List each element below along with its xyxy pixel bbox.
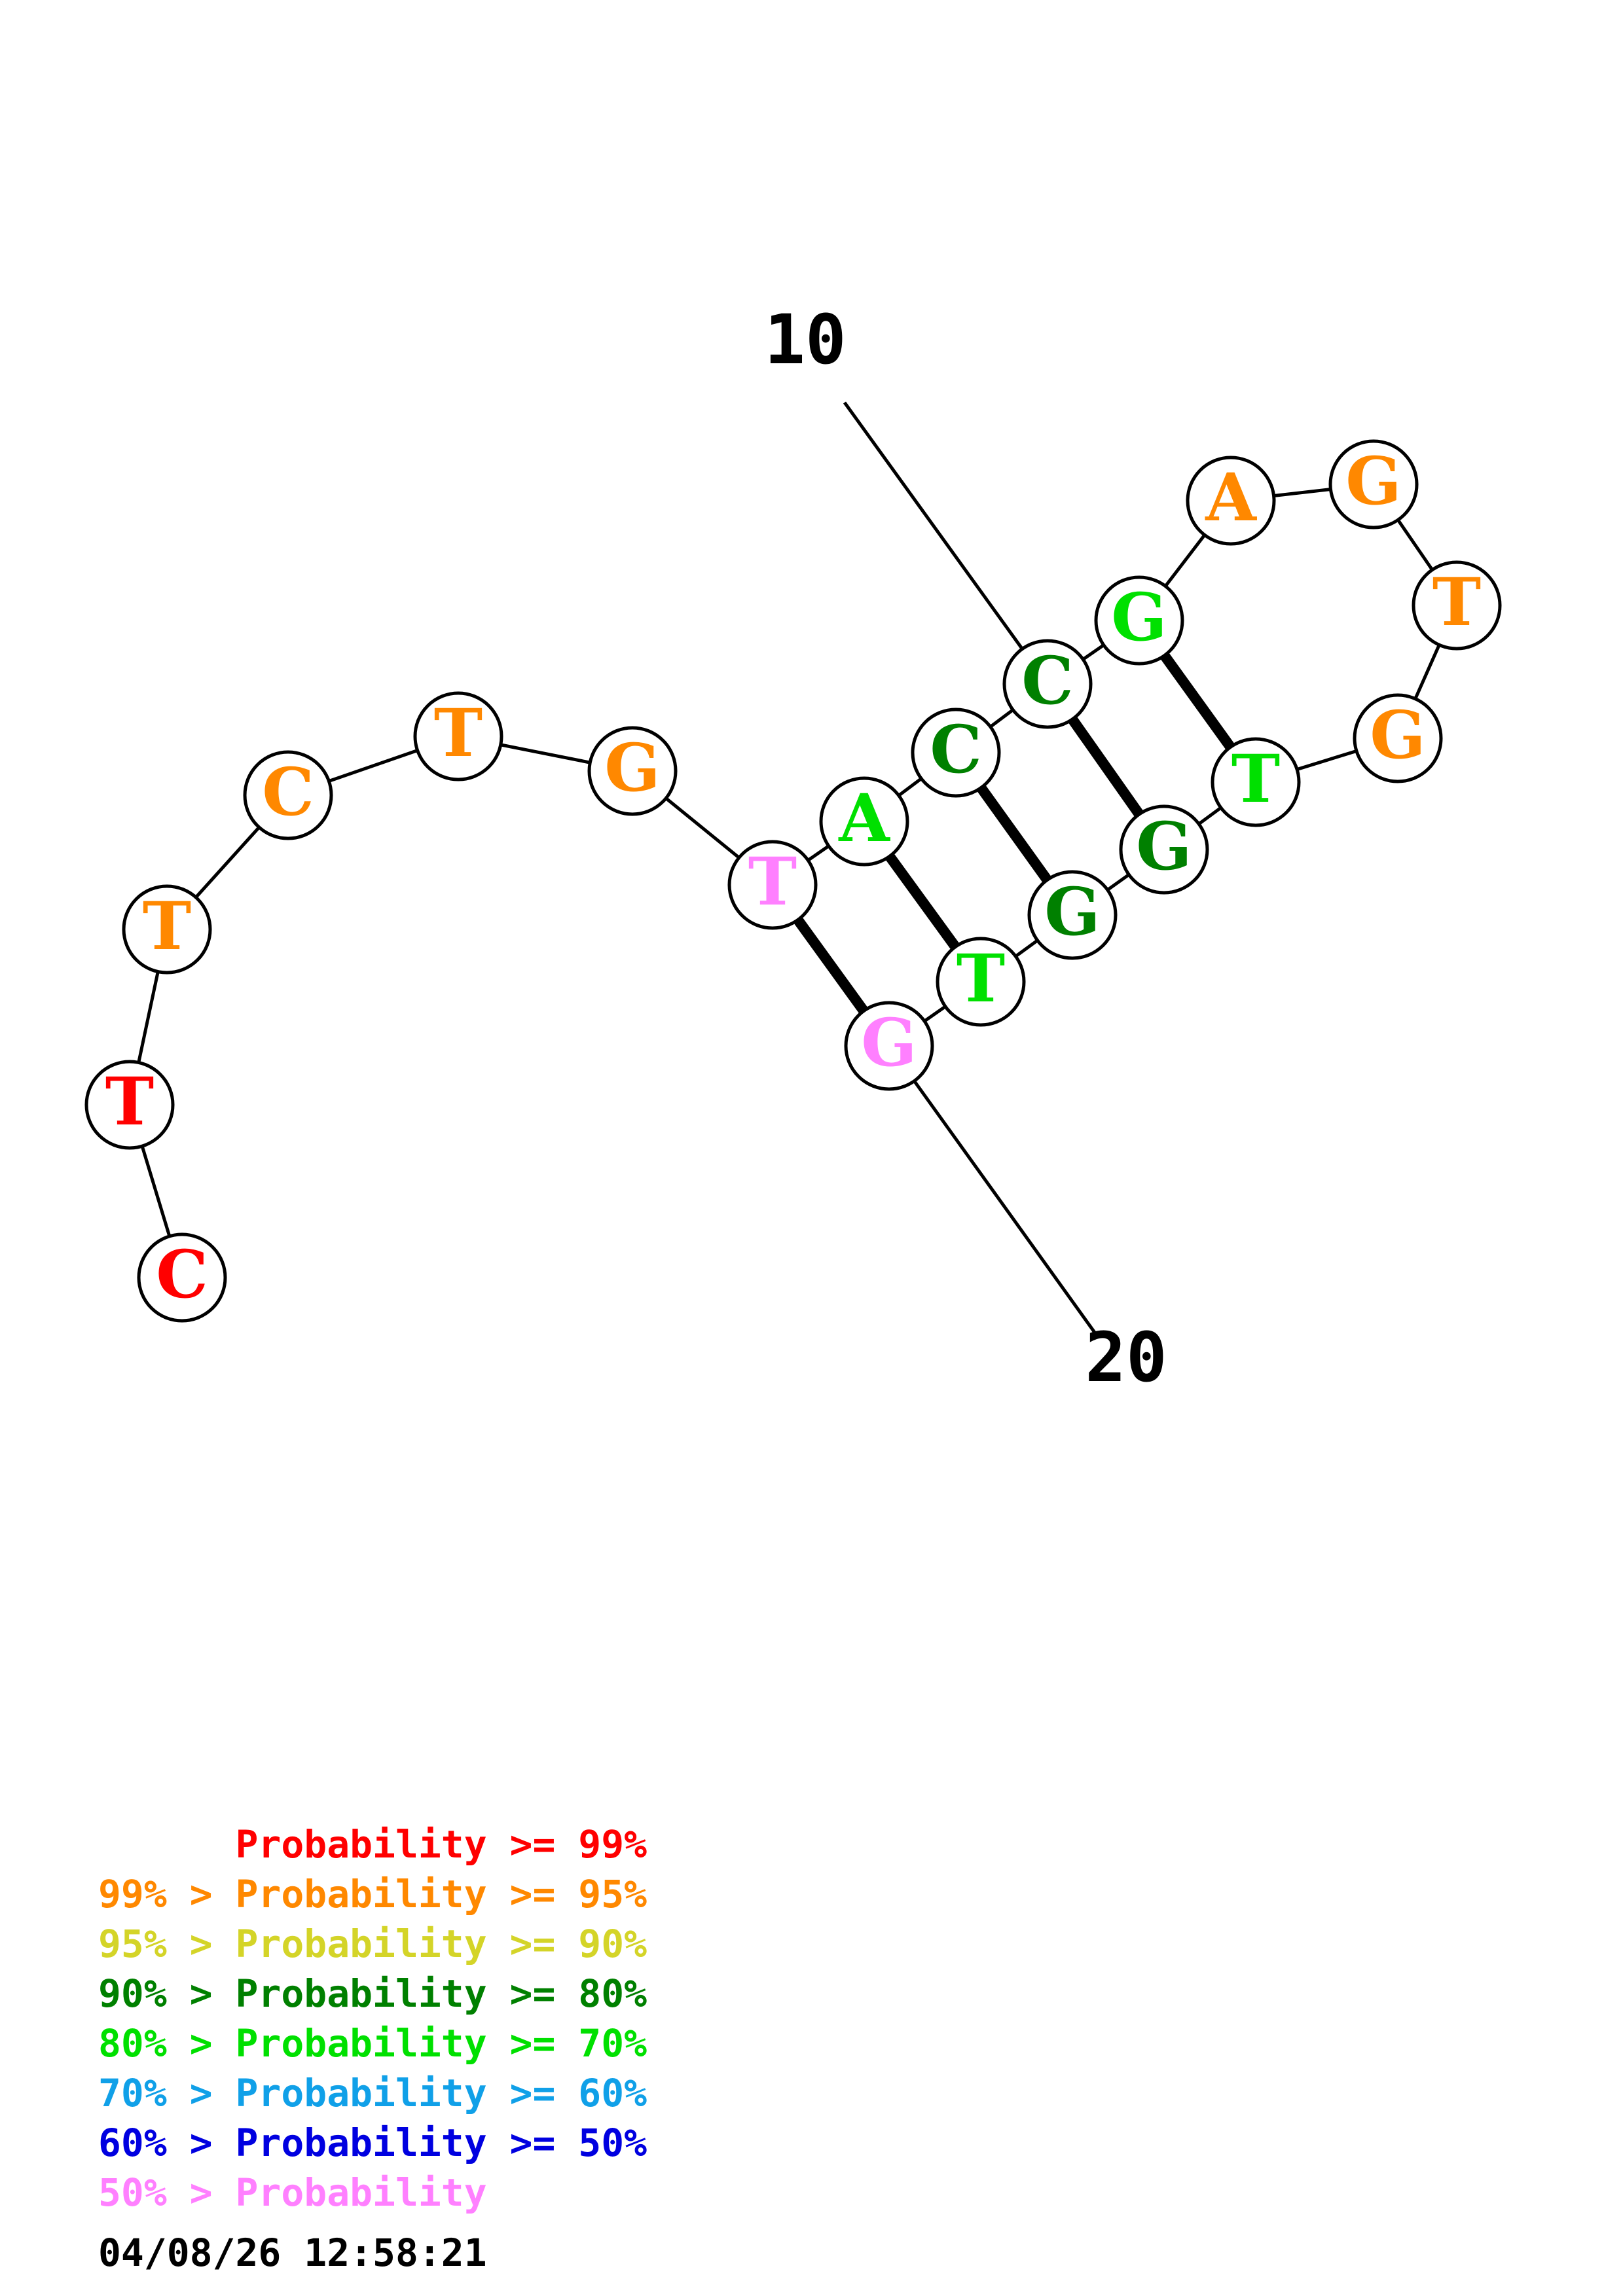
position-labels: 10 20 <box>764 300 1167 1397</box>
base-circle <box>819 776 909 867</box>
base-circle <box>122 884 212 975</box>
base-letter: A <box>1205 459 1257 536</box>
base-node: A <box>819 776 909 867</box>
position-label-line <box>887 1045 1099 1336</box>
base-circle <box>936 937 1026 1027</box>
base-letter: G <box>1044 873 1100 950</box>
base-circle <box>1211 737 1301 827</box>
base-node: C <box>911 708 1001 798</box>
base-node: G <box>1119 804 1209 895</box>
legend-row: 95% > Probability >= 90% <box>98 1922 647 1966</box>
base-circle <box>413 691 503 781</box>
base-letter: A <box>838 780 890 857</box>
base-letter: C <box>156 1236 208 1313</box>
legend-row: 90% > Probability >= 80% <box>98 1971 647 2016</box>
base-node: G <box>1094 575 1184 666</box>
base-node: G <box>1353 693 1443 783</box>
base-circle <box>1186 456 1276 546</box>
timestamp: 04/08/26 12:58:21 <box>98 2231 487 2275</box>
base-node: C <box>1002 639 1093 729</box>
base-node: A <box>1186 456 1276 546</box>
position-label-line <box>843 401 1049 685</box>
base-node: G <box>844 1001 934 1091</box>
base-node: C <box>137 1232 227 1323</box>
base-node: G <box>1328 439 1419 529</box>
base-circle <box>1353 693 1443 783</box>
legend-row: 80% > Probability >= 70% <box>98 2021 647 2066</box>
base-circle <box>243 750 333 840</box>
position-label-lines <box>843 401 1099 1336</box>
legend-row: 70% > Probability >= 60% <box>98 2071 647 2115</box>
base-letter: G <box>1345 442 1401 520</box>
base-letter: G <box>604 729 660 806</box>
base-letter: T <box>105 1063 154 1140</box>
position-label: 20 <box>1085 1318 1167 1397</box>
base-letter: G <box>1111 579 1167 656</box>
legend-row: 99% > Probability >= 95% <box>98 1872 647 1916</box>
base-circle <box>137 1232 227 1323</box>
probability-legend: Probability >= 99% 99% > Probability >= 9… <box>98 1820 647 2217</box>
base-node: T <box>122 884 212 975</box>
base-circle <box>1119 804 1209 895</box>
legend-row: 50% > Probability <box>98 2170 487 2215</box>
base-node: T <box>727 840 818 930</box>
base-letter: T <box>1432 564 1481 641</box>
base-circle <box>727 840 818 930</box>
base-node: T <box>1412 560 1502 651</box>
base-letter: T <box>434 694 483 772</box>
base-node: G <box>587 726 678 816</box>
legend-row: Probability >= 99% <box>98 1822 647 1867</box>
base-letter: C <box>1021 642 1074 719</box>
base-node: T <box>413 691 503 781</box>
base-letter: C <box>930 711 982 788</box>
base-circle <box>844 1001 934 1091</box>
base-node: T <box>936 937 1026 1027</box>
base-letter: G <box>1370 696 1425 774</box>
base-circle <box>1412 560 1502 651</box>
base-circle <box>1027 870 1118 960</box>
base-letter: T <box>1231 740 1280 817</box>
legend-row: 60% > Probability >= 50% <box>98 2121 647 2165</box>
base-letter: T <box>748 843 797 920</box>
position-label: 10 <box>764 300 846 380</box>
base-node: T <box>1211 737 1301 827</box>
base-letter: T <box>957 940 1005 1017</box>
base-circle <box>84 1060 175 1150</box>
base-circle <box>587 726 678 816</box>
base-node: G <box>1027 870 1118 960</box>
base-node: T <box>84 1060 175 1150</box>
base-node: C <box>243 750 333 840</box>
base-letter: C <box>262 753 314 831</box>
base-letter: G <box>1136 808 1192 885</box>
base-letter: T <box>143 888 191 965</box>
base-circle <box>911 708 1001 798</box>
base-circle <box>1328 439 1419 529</box>
base-letter: G <box>861 1004 917 1081</box>
base-circle <box>1002 639 1093 729</box>
base-circle <box>1094 575 1184 666</box>
